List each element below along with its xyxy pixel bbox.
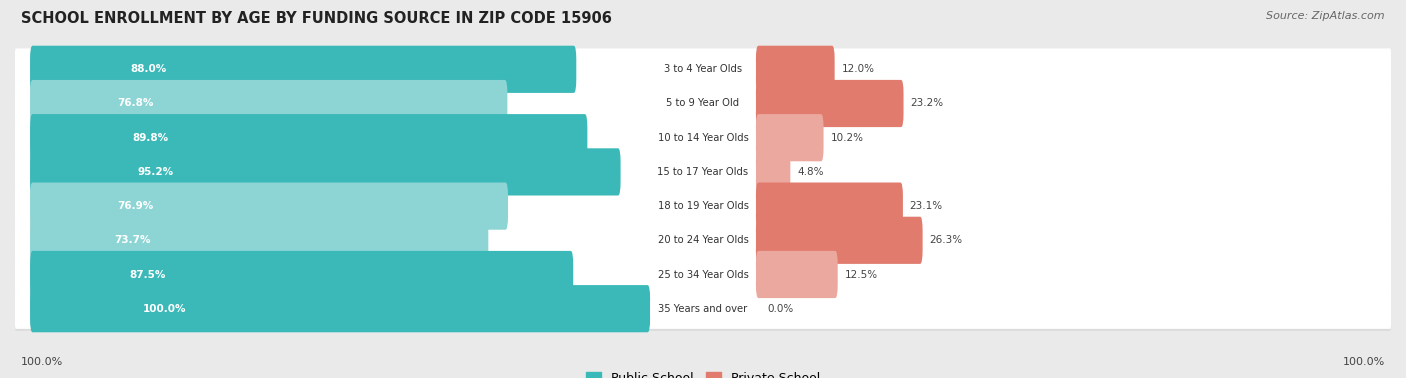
FancyBboxPatch shape: [30, 46, 576, 93]
Text: 100.0%: 100.0%: [143, 304, 187, 314]
FancyBboxPatch shape: [756, 217, 922, 264]
FancyBboxPatch shape: [650, 232, 756, 249]
Text: 15 to 17 Year Olds: 15 to 17 Year Olds: [658, 167, 748, 177]
Text: 25 to 34 Year Olds: 25 to 34 Year Olds: [658, 270, 748, 279]
Text: 18 to 19 Year Olds: 18 to 19 Year Olds: [658, 201, 748, 211]
Text: 5 to 9 Year Old: 5 to 9 Year Old: [666, 99, 740, 108]
FancyBboxPatch shape: [756, 46, 835, 93]
FancyBboxPatch shape: [15, 288, 1391, 329]
Text: 23.1%: 23.1%: [910, 201, 943, 211]
Text: 10.2%: 10.2%: [831, 133, 863, 143]
FancyBboxPatch shape: [15, 290, 1391, 331]
FancyBboxPatch shape: [15, 83, 1391, 124]
Text: 0.0%: 0.0%: [768, 304, 794, 314]
FancyBboxPatch shape: [756, 80, 904, 127]
FancyBboxPatch shape: [15, 187, 1391, 228]
Text: 12.5%: 12.5%: [845, 270, 877, 279]
FancyBboxPatch shape: [30, 217, 488, 264]
FancyBboxPatch shape: [15, 119, 1391, 160]
Text: 88.0%: 88.0%: [129, 64, 166, 74]
FancyBboxPatch shape: [650, 300, 756, 317]
Text: 23.2%: 23.2%: [910, 99, 943, 108]
FancyBboxPatch shape: [15, 222, 1391, 263]
FancyBboxPatch shape: [650, 198, 756, 215]
FancyBboxPatch shape: [15, 185, 1391, 226]
Text: Source: ZipAtlas.com: Source: ZipAtlas.com: [1267, 11, 1385, 21]
FancyBboxPatch shape: [756, 251, 838, 298]
FancyBboxPatch shape: [15, 220, 1391, 260]
FancyBboxPatch shape: [756, 183, 903, 230]
Text: 12.0%: 12.0%: [841, 64, 875, 74]
Text: 4.8%: 4.8%: [797, 167, 824, 177]
FancyBboxPatch shape: [30, 285, 650, 332]
Text: 20 to 24 Year Olds: 20 to 24 Year Olds: [658, 235, 748, 245]
FancyBboxPatch shape: [15, 48, 1391, 90]
FancyBboxPatch shape: [650, 95, 756, 112]
FancyBboxPatch shape: [15, 153, 1391, 194]
Text: 89.8%: 89.8%: [132, 133, 169, 143]
Text: 26.3%: 26.3%: [929, 235, 963, 245]
Text: 95.2%: 95.2%: [138, 167, 174, 177]
FancyBboxPatch shape: [756, 114, 824, 161]
Text: 73.7%: 73.7%: [114, 235, 150, 245]
Text: 3 to 4 Year Olds: 3 to 4 Year Olds: [664, 64, 742, 74]
FancyBboxPatch shape: [756, 148, 790, 195]
FancyBboxPatch shape: [650, 266, 756, 283]
Text: 35 Years and over: 35 Years and over: [658, 304, 748, 314]
Text: SCHOOL ENROLLMENT BY AGE BY FUNDING SOURCE IN ZIP CODE 15906: SCHOOL ENROLLMENT BY AGE BY FUNDING SOUR…: [21, 11, 612, 26]
FancyBboxPatch shape: [15, 117, 1391, 158]
FancyBboxPatch shape: [15, 85, 1391, 126]
FancyBboxPatch shape: [30, 114, 588, 161]
Legend: Public School, Private School: Public School, Private School: [581, 367, 825, 378]
Text: 100.0%: 100.0%: [21, 357, 63, 367]
FancyBboxPatch shape: [650, 163, 756, 180]
FancyBboxPatch shape: [650, 61, 756, 78]
Text: 10 to 14 Year Olds: 10 to 14 Year Olds: [658, 133, 748, 143]
FancyBboxPatch shape: [30, 183, 508, 230]
FancyBboxPatch shape: [30, 251, 574, 298]
FancyBboxPatch shape: [15, 254, 1391, 295]
Text: 76.9%: 76.9%: [118, 201, 153, 211]
Text: 100.0%: 100.0%: [1343, 357, 1385, 367]
Text: 76.8%: 76.8%: [118, 99, 153, 108]
FancyBboxPatch shape: [650, 129, 756, 146]
FancyBboxPatch shape: [30, 148, 620, 195]
FancyBboxPatch shape: [15, 151, 1391, 192]
FancyBboxPatch shape: [15, 51, 1391, 91]
Text: 87.5%: 87.5%: [129, 270, 166, 279]
FancyBboxPatch shape: [15, 256, 1391, 297]
FancyBboxPatch shape: [30, 80, 508, 127]
